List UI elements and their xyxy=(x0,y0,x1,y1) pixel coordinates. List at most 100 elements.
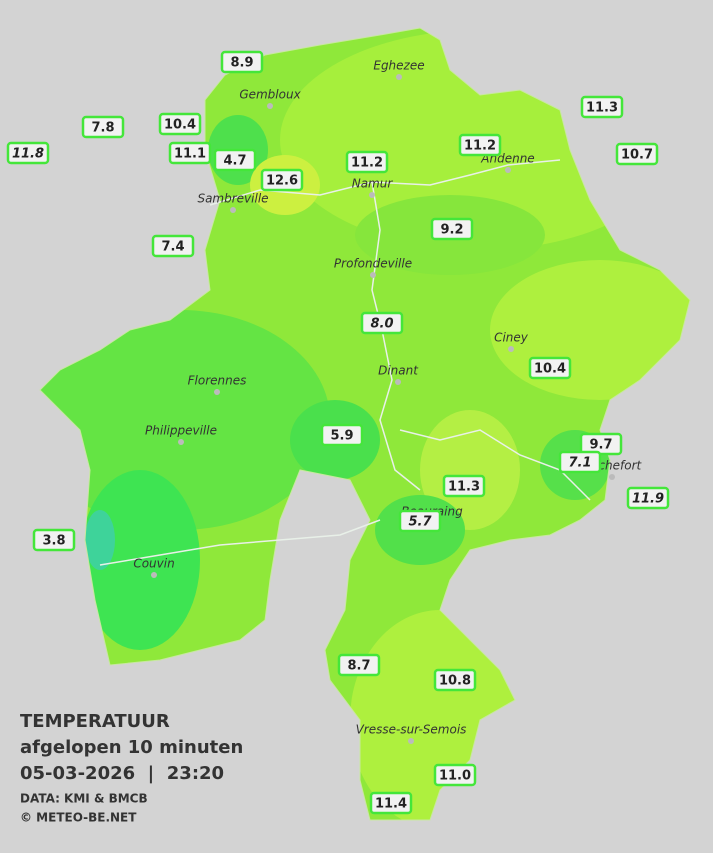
legend-copyright: © METEO-BE.NET xyxy=(20,811,137,825)
station: 4.7 xyxy=(213,148,257,172)
legend-datetime: 05-03-2026 | 23:20 xyxy=(20,763,224,784)
station-box xyxy=(213,148,257,172)
city-label: Ciney xyxy=(494,331,529,345)
station-box xyxy=(220,50,264,74)
station-value: 10.8 xyxy=(439,674,471,689)
city-dot xyxy=(370,272,376,278)
city-label: Namur xyxy=(352,177,394,191)
station-value: 7.8 xyxy=(91,121,114,136)
station-box xyxy=(558,450,602,474)
station-value: 5.7 xyxy=(408,515,432,530)
legend-source: DATA: KMI & BMCB xyxy=(20,792,148,806)
station: 10.4 xyxy=(528,356,572,380)
station-value: 8.7 xyxy=(347,659,370,674)
station-box xyxy=(433,763,477,787)
station-box xyxy=(168,141,212,165)
station: 7.8 xyxy=(81,115,125,139)
station-value: 5.9 xyxy=(330,429,353,444)
legend-title: TEMPERATUUR xyxy=(20,711,170,732)
legend-subtitle: afgelopen 10 minuten xyxy=(20,737,243,758)
station-box xyxy=(615,142,659,166)
station-value: 11.0 xyxy=(439,769,471,784)
station: 11.1 xyxy=(168,141,212,165)
station-value: 8.0 xyxy=(370,317,393,332)
station-box xyxy=(81,115,125,139)
station: 11.8 xyxy=(6,141,50,165)
station-box xyxy=(433,668,477,692)
station: 11.4 xyxy=(369,791,413,815)
station-box xyxy=(260,168,304,192)
station: 11.3 xyxy=(580,95,624,119)
city-label: Florennes xyxy=(188,374,247,388)
station: 7.4 xyxy=(151,234,195,258)
station-box xyxy=(320,423,364,447)
city-dot xyxy=(267,103,273,109)
city-dot xyxy=(408,738,414,744)
station: 11.9 xyxy=(626,486,670,510)
station-box xyxy=(360,311,404,335)
station: 9.2 xyxy=(430,217,474,241)
city-dot xyxy=(395,379,401,385)
city-label: Eghezee xyxy=(373,59,424,73)
station: 10.7 xyxy=(615,142,659,166)
station-value: 3.8 xyxy=(42,534,65,549)
city-dot xyxy=(178,439,184,445)
station: 8.0 xyxy=(360,311,404,335)
station: 12.6 xyxy=(260,168,304,192)
station-value: 8.9 xyxy=(230,56,253,71)
station-box xyxy=(398,509,442,533)
station-box xyxy=(528,356,572,380)
station: 8.7 xyxy=(337,653,381,677)
station-value: 11.2 xyxy=(351,156,383,171)
station-box xyxy=(6,141,50,165)
station: 11.3 xyxy=(442,474,486,498)
city-label: Philippeville xyxy=(145,424,217,438)
station-value: 11.9 xyxy=(632,492,664,507)
city-dot xyxy=(508,346,514,352)
station-box xyxy=(345,150,389,174)
station-box xyxy=(151,234,195,258)
station-value: 11.3 xyxy=(448,480,480,495)
station-value: 11.3 xyxy=(586,101,618,116)
station-value: 11.2 xyxy=(464,139,496,154)
city-dot xyxy=(609,474,615,480)
station-value: 10.7 xyxy=(621,148,653,163)
city-label: Vresse-sur-Semois xyxy=(356,723,467,737)
station-box xyxy=(442,474,486,498)
station: 11.0 xyxy=(433,763,477,787)
city-label: Couvin xyxy=(133,557,174,571)
city-label: Gembloux xyxy=(239,88,301,102)
city-dot xyxy=(369,192,375,198)
station-box xyxy=(32,528,76,552)
station-value: 10.4 xyxy=(164,118,196,133)
station-value: 9.2 xyxy=(440,223,463,238)
station-box xyxy=(369,791,413,815)
station-value: 11.1 xyxy=(174,147,206,162)
station-value: 11.4 xyxy=(375,797,407,812)
station-box xyxy=(458,133,502,157)
station-box xyxy=(430,217,474,241)
station: 10.4 xyxy=(158,112,202,136)
station: 3.8 xyxy=(32,528,76,552)
city-label: Profondeville xyxy=(334,257,412,271)
station-value: 10.4 xyxy=(534,362,566,377)
station: 5.9 xyxy=(320,423,364,447)
rivers xyxy=(99,159,591,566)
station: 11.2 xyxy=(458,133,502,157)
city-dot xyxy=(151,572,157,578)
city-dot xyxy=(214,389,220,395)
city-dot xyxy=(230,207,236,213)
station-box xyxy=(580,95,624,119)
station: 5.7 xyxy=(398,509,442,533)
station-box xyxy=(337,653,381,677)
station-value: 7.1 xyxy=(568,456,591,471)
station-value: 4.7 xyxy=(223,154,246,169)
station-box xyxy=(158,112,202,136)
station-value: 7.4 xyxy=(161,240,184,255)
city-label: Sambreville xyxy=(197,192,268,206)
station-value: 12.6 xyxy=(266,174,298,189)
station-value: 11.8 xyxy=(12,147,44,162)
station-box xyxy=(626,486,670,510)
city-dot xyxy=(505,167,511,173)
